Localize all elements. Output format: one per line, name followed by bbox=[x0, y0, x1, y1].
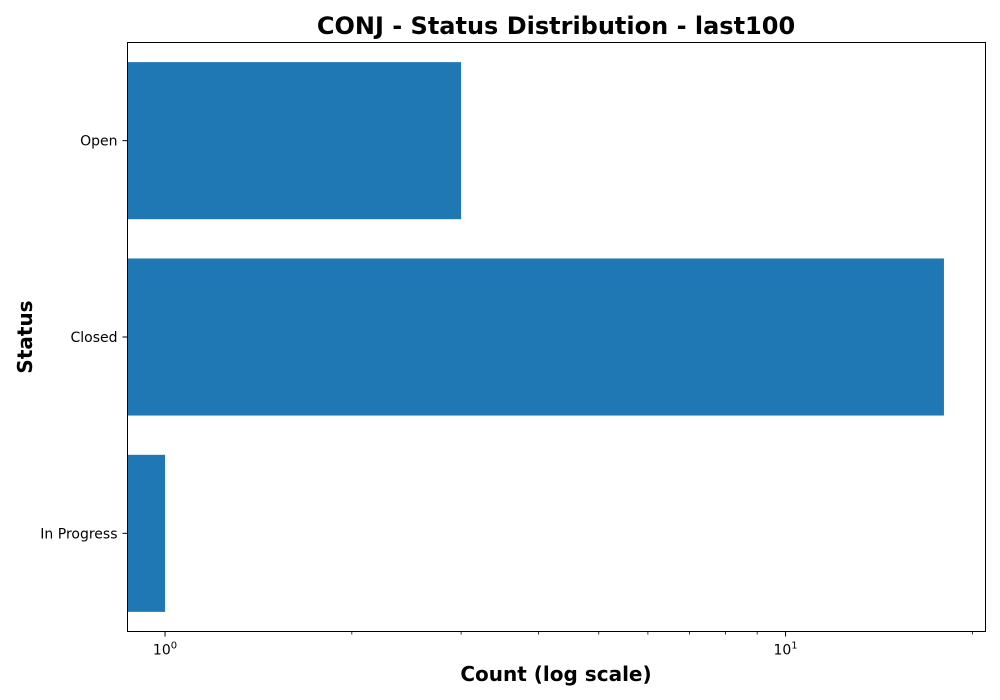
bar-closed bbox=[127, 258, 944, 416]
x-tick-label: 101 bbox=[773, 641, 797, 659]
bar-in-progress bbox=[127, 454, 166, 612]
y-tick-label-in-progress: In Progress bbox=[40, 526, 117, 542]
x-axis-ticks: 100 101 bbox=[153, 631, 973, 659]
y-axis-label: Status bbox=[13, 300, 37, 373]
bars-group bbox=[127, 62, 944, 612]
x-axis-label: Count (log scale) bbox=[460, 662, 651, 686]
bar-open bbox=[127, 62, 462, 220]
y-tick-label-closed: Closed bbox=[70, 330, 117, 346]
x-tick-label: 100 bbox=[153, 641, 177, 659]
chart-title: CONJ - Status Distribution - last100 bbox=[317, 12, 795, 40]
y-axis-ticks: Open Closed In Progress bbox=[40, 134, 128, 542]
y-tick-label-open: Open bbox=[80, 134, 117, 150]
